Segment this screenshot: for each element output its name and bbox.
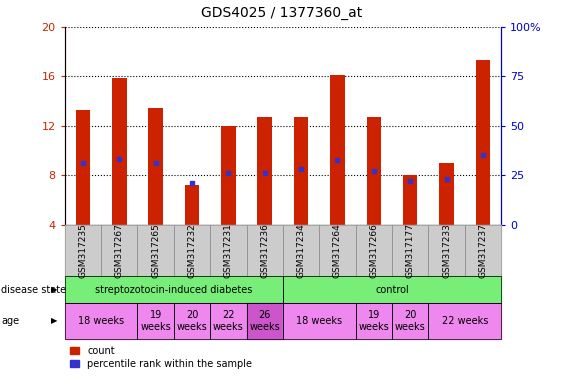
- Text: 19
weeks: 19 weeks: [140, 310, 171, 332]
- Text: ▶: ▶: [51, 285, 58, 294]
- Text: disease state: disease state: [1, 285, 66, 295]
- Text: 18 weeks: 18 weeks: [78, 316, 124, 326]
- Text: GSM317233: GSM317233: [442, 223, 451, 278]
- Text: GSM317237: GSM317237: [479, 223, 488, 278]
- Text: 22
weeks: 22 weeks: [213, 310, 244, 332]
- Text: GSM317266: GSM317266: [369, 223, 378, 278]
- Text: control: control: [375, 285, 409, 295]
- Bar: [367, 117, 381, 225]
- Text: GDS4025 / 1377360_at: GDS4025 / 1377360_at: [201, 6, 362, 20]
- Text: GSM317267: GSM317267: [115, 223, 124, 278]
- Text: 20
weeks: 20 weeks: [395, 310, 426, 332]
- Text: 22 weeks: 22 weeks: [441, 316, 488, 326]
- Text: GSM317234: GSM317234: [297, 223, 306, 278]
- Text: 18 weeks: 18 weeks: [296, 316, 342, 326]
- Text: GSM317264: GSM317264: [333, 223, 342, 278]
- Text: GSM317177: GSM317177: [406, 223, 415, 278]
- Bar: [75, 110, 90, 225]
- Text: GSM317236: GSM317236: [260, 223, 269, 278]
- Bar: [149, 108, 163, 225]
- Bar: [112, 78, 127, 225]
- Text: GSM317232: GSM317232: [187, 223, 196, 278]
- Text: 26
weeks: 26 weeks: [249, 310, 280, 332]
- Text: streptozotocin-induced diabetes: streptozotocin-induced diabetes: [95, 285, 253, 295]
- Bar: [221, 126, 236, 225]
- Legend: count, percentile rank within the sample: count, percentile rank within the sample: [70, 346, 252, 369]
- Bar: [330, 75, 345, 225]
- Bar: [476, 60, 490, 225]
- Bar: [257, 117, 272, 225]
- Text: GSM317231: GSM317231: [224, 223, 233, 278]
- Text: GSM317265: GSM317265: [151, 223, 160, 278]
- Bar: [185, 185, 199, 225]
- Text: age: age: [1, 316, 19, 326]
- Bar: [294, 117, 309, 225]
- Text: GSM317235: GSM317235: [78, 223, 87, 278]
- Bar: [439, 163, 454, 225]
- Text: 19
weeks: 19 weeks: [359, 310, 389, 332]
- Text: 20
weeks: 20 weeks: [177, 310, 207, 332]
- Text: ▶: ▶: [51, 316, 58, 325]
- Bar: [403, 175, 417, 225]
